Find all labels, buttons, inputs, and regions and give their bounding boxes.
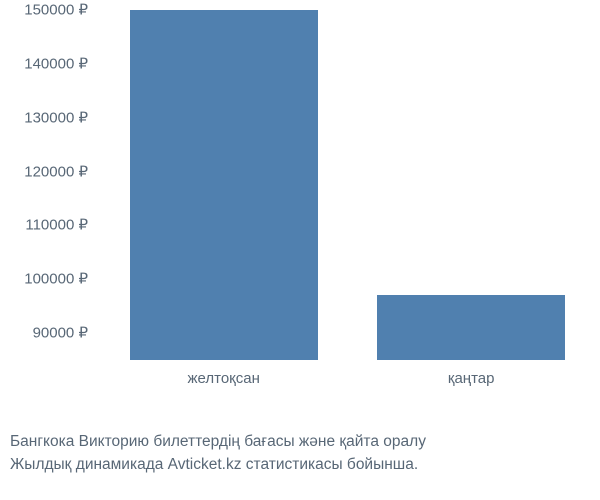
bar [377, 295, 565, 360]
bar [130, 10, 318, 360]
y-tick-label: 90000 ₽ [8, 326, 88, 341]
y-tick-label: 110000 ₽ [8, 218, 88, 233]
chart-caption: Бангкока Викторию билеттердің бағасы жән… [10, 430, 590, 477]
x-tick-label: желтоқсан [188, 370, 260, 387]
y-tick-label: 120000 ₽ [8, 164, 88, 179]
y-tick-label: 150000 ₽ [8, 3, 88, 18]
plot-area [95, 10, 590, 360]
price-bar-chart: 90000 ₽ 100000 ₽ 110000 ₽ 120000 ₽ 130000 ₽ 1… [0, 0, 600, 420]
x-tick-label: қаңтар [448, 370, 495, 387]
y-tick-label: 140000 ₽ [8, 56, 88, 71]
y-tick-label: 130000 ₽ [8, 110, 88, 125]
caption-line-1: Бангкока Викторию билеттердің бағасы жән… [10, 433, 426, 450]
y-tick-label: 100000 ₽ [8, 272, 88, 287]
caption-line-2: Жылдық динамикада Avticket.kz статистика… [10, 456, 418, 473]
